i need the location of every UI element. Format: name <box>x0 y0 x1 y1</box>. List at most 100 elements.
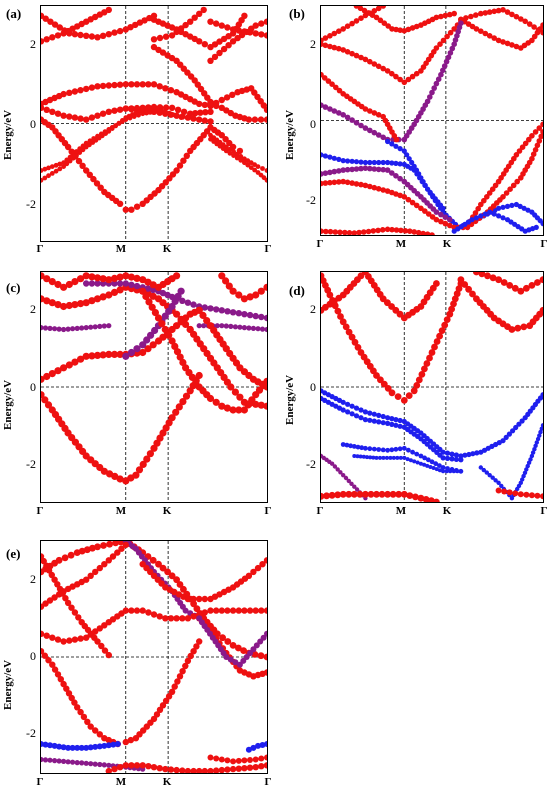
band-point <box>422 462 427 467</box>
band-point <box>190 613 197 620</box>
band-point <box>378 490 386 498</box>
band-point <box>429 459 435 465</box>
band-point <box>190 648 197 655</box>
band-point <box>321 228 324 234</box>
band-point <box>540 221 543 227</box>
band-point <box>358 407 364 413</box>
band-point <box>411 229 417 235</box>
band-point <box>428 349 436 356</box>
band-point <box>517 287 525 295</box>
band-point <box>105 291 113 299</box>
band-point <box>54 301 62 309</box>
band-point <box>224 766 231 773</box>
band-point <box>371 159 377 166</box>
band-point <box>229 765 237 773</box>
band-point <box>246 399 254 407</box>
band-point <box>128 607 135 614</box>
band-point <box>264 754 267 761</box>
band-point <box>433 280 440 287</box>
band-point <box>523 284 530 292</box>
band-point <box>371 110 378 116</box>
band-point <box>258 755 265 762</box>
band-point <box>424 231 431 235</box>
band-point <box>478 213 484 219</box>
band-point <box>344 166 351 173</box>
band-point <box>438 13 444 20</box>
band-point <box>48 571 55 579</box>
band-point <box>176 673 184 680</box>
band-point <box>66 637 73 644</box>
band-point <box>87 572 94 579</box>
band-point <box>437 463 442 468</box>
band-point <box>122 105 129 112</box>
band-point <box>246 311 254 319</box>
band-point <box>150 764 158 771</box>
band-point <box>349 411 355 417</box>
band-point <box>441 469 446 474</box>
band-point <box>145 609 152 616</box>
band-point <box>84 718 91 725</box>
band-point <box>48 278 56 286</box>
band-point <box>473 26 480 32</box>
band-point <box>367 410 373 416</box>
band-point <box>229 26 237 33</box>
band-point <box>264 630 267 637</box>
band-point <box>406 492 414 499</box>
y-tick-label: 0 <box>310 117 316 131</box>
band-point <box>179 767 186 773</box>
band-point <box>180 108 188 116</box>
band-point <box>422 455 427 461</box>
y-tick-label: -2 <box>306 457 316 471</box>
band-point <box>367 417 373 423</box>
band-point <box>469 290 476 298</box>
band-point <box>105 767 112 773</box>
band-point <box>144 106 149 112</box>
band-point <box>362 417 368 423</box>
band-point <box>99 82 107 90</box>
band-point <box>517 203 523 209</box>
band-point <box>414 171 420 177</box>
band-point <box>218 307 225 314</box>
band-point <box>229 642 237 649</box>
band-point <box>114 741 121 747</box>
band-point <box>447 222 453 229</box>
band-point <box>172 408 180 416</box>
band-point <box>128 106 135 113</box>
band-point <box>173 615 180 622</box>
band-point <box>536 125 543 131</box>
band-point <box>345 401 351 407</box>
band-point <box>391 455 396 460</box>
band-point <box>521 473 526 479</box>
band-point <box>528 282 536 289</box>
band-point <box>371 61 378 67</box>
band-point <box>362 409 368 415</box>
band-point <box>42 325 49 331</box>
band-point <box>111 280 118 287</box>
band-point <box>358 159 364 165</box>
band-point <box>41 396 49 404</box>
band-point <box>481 197 487 204</box>
band-point <box>423 360 431 367</box>
band-point <box>385 159 391 166</box>
band-point <box>133 81 141 88</box>
band-point <box>252 167 257 173</box>
band-point <box>453 452 459 458</box>
band-point <box>207 305 214 312</box>
band-point <box>384 490 391 498</box>
band-point <box>380 380 388 388</box>
band-point <box>219 634 227 642</box>
band-point <box>116 106 124 113</box>
band-point <box>151 326 159 335</box>
band-point <box>532 447 537 452</box>
band-point <box>241 607 248 614</box>
band-point <box>165 331 173 339</box>
band-point <box>263 106 267 113</box>
band-point <box>345 158 351 164</box>
band-point <box>47 18 54 25</box>
band-point <box>493 478 498 483</box>
band-point <box>264 326 267 333</box>
band-point <box>362 106 369 112</box>
band-point <box>458 469 463 474</box>
band-point <box>71 636 79 643</box>
band-point <box>57 676 64 683</box>
